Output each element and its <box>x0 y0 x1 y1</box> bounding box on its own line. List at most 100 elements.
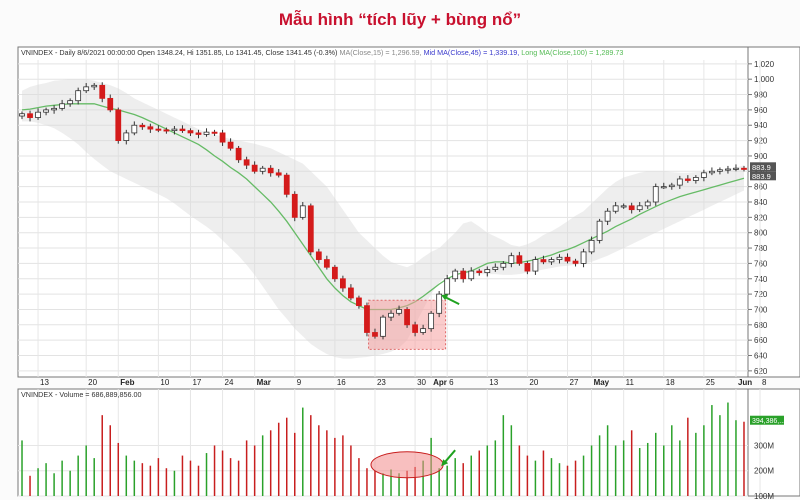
candle-body <box>508 255 515 264</box>
candle <box>636 201 643 212</box>
candle <box>243 156 250 169</box>
candle-body <box>115 109 122 141</box>
candle-body <box>588 239 595 253</box>
candle <box>628 202 635 214</box>
candle <box>580 248 587 268</box>
date-tick-label: 13 <box>40 378 49 387</box>
candle-body <box>444 278 451 295</box>
candle-body <box>620 205 627 208</box>
candle <box>171 126 178 135</box>
candle-body <box>251 164 258 172</box>
candle-body <box>540 259 547 263</box>
candle <box>299 201 306 220</box>
candle-body <box>340 278 346 289</box>
volume-last-label: 394,386,... <box>752 418 785 425</box>
candle-body <box>420 328 426 333</box>
candle-body <box>612 205 619 212</box>
candle-body <box>396 309 402 314</box>
breakout-arrow-head <box>441 294 449 301</box>
candle <box>380 314 386 340</box>
candle <box>259 165 266 175</box>
candle-body <box>741 167 747 170</box>
candle-body <box>500 263 507 268</box>
candle-body <box>187 130 194 134</box>
date-tick-label: 27 <box>570 378 579 387</box>
volume-tick-label: 200M <box>754 467 774 476</box>
candle-body <box>35 111 41 118</box>
candle-body <box>684 178 691 181</box>
candle-body <box>636 205 643 211</box>
candle <box>725 165 731 174</box>
candle <box>219 129 226 146</box>
last-price-box <box>750 171 776 181</box>
candle <box>428 310 435 332</box>
candle <box>348 284 354 301</box>
candle <box>227 138 234 151</box>
candle <box>107 94 114 113</box>
candle <box>684 175 691 183</box>
candle <box>540 255 547 265</box>
price-tick-label: 720 <box>754 290 768 299</box>
candle <box>436 291 443 318</box>
candle <box>741 165 747 172</box>
candle <box>27 110 33 122</box>
candle-body <box>195 132 202 135</box>
volume-axis-area <box>747 388 800 497</box>
candle-body <box>460 270 467 280</box>
candle-body <box>644 201 651 207</box>
candle-body <box>364 305 370 333</box>
candle-body <box>548 259 555 263</box>
candle <box>444 274 451 297</box>
price-tick-label: 940 <box>754 121 768 130</box>
price-tick-label: 920 <box>754 137 768 146</box>
candle-body <box>83 86 90 92</box>
candle <box>524 261 531 275</box>
candle <box>59 99 66 111</box>
candle <box>331 264 338 282</box>
price-tick-label: 1,020 <box>754 60 775 69</box>
date-tick-label: 20 <box>529 378 538 387</box>
candle <box>75 87 82 105</box>
candle <box>484 266 491 277</box>
date-tick-label: 13 <box>489 378 498 387</box>
candle <box>548 257 555 265</box>
candle-body <box>315 251 322 260</box>
candle-body <box>717 169 723 172</box>
price-axis-area <box>747 46 800 378</box>
candle-body <box>299 205 306 218</box>
candle <box>516 251 523 266</box>
candle <box>460 268 467 283</box>
price-tick-label: 980 <box>754 91 768 100</box>
candle <box>83 83 90 94</box>
candle-body <box>356 297 362 307</box>
candle-body <box>652 186 659 203</box>
candle <box>155 125 162 133</box>
price-tick-label: 660 <box>754 336 768 345</box>
price-tick-label: 860 <box>754 183 768 192</box>
candle <box>620 203 627 209</box>
candle <box>364 302 370 337</box>
last-price-box <box>750 162 776 172</box>
candle-body <box>348 287 354 299</box>
candle-body <box>476 270 483 274</box>
candle-body <box>532 259 539 272</box>
candle <box>476 268 483 276</box>
price-tick-label: 820 <box>754 213 768 222</box>
candle-body <box>524 263 531 272</box>
candle-body <box>556 256 563 260</box>
candle <box>644 199 651 209</box>
candle-body <box>428 312 435 330</box>
candle <box>396 305 402 316</box>
price-tick-label: 960 <box>754 106 768 115</box>
candle-body <box>291 193 298 218</box>
candle <box>340 275 346 292</box>
volume-tick-label: 300M <box>754 441 774 450</box>
candle-body <box>388 312 394 318</box>
date-tick-label: 23 <box>377 378 386 387</box>
candle-body <box>275 172 282 176</box>
candle <box>572 258 579 267</box>
candle-body <box>676 178 683 186</box>
candle <box>35 108 41 120</box>
candle <box>500 261 507 271</box>
candle <box>203 128 210 137</box>
